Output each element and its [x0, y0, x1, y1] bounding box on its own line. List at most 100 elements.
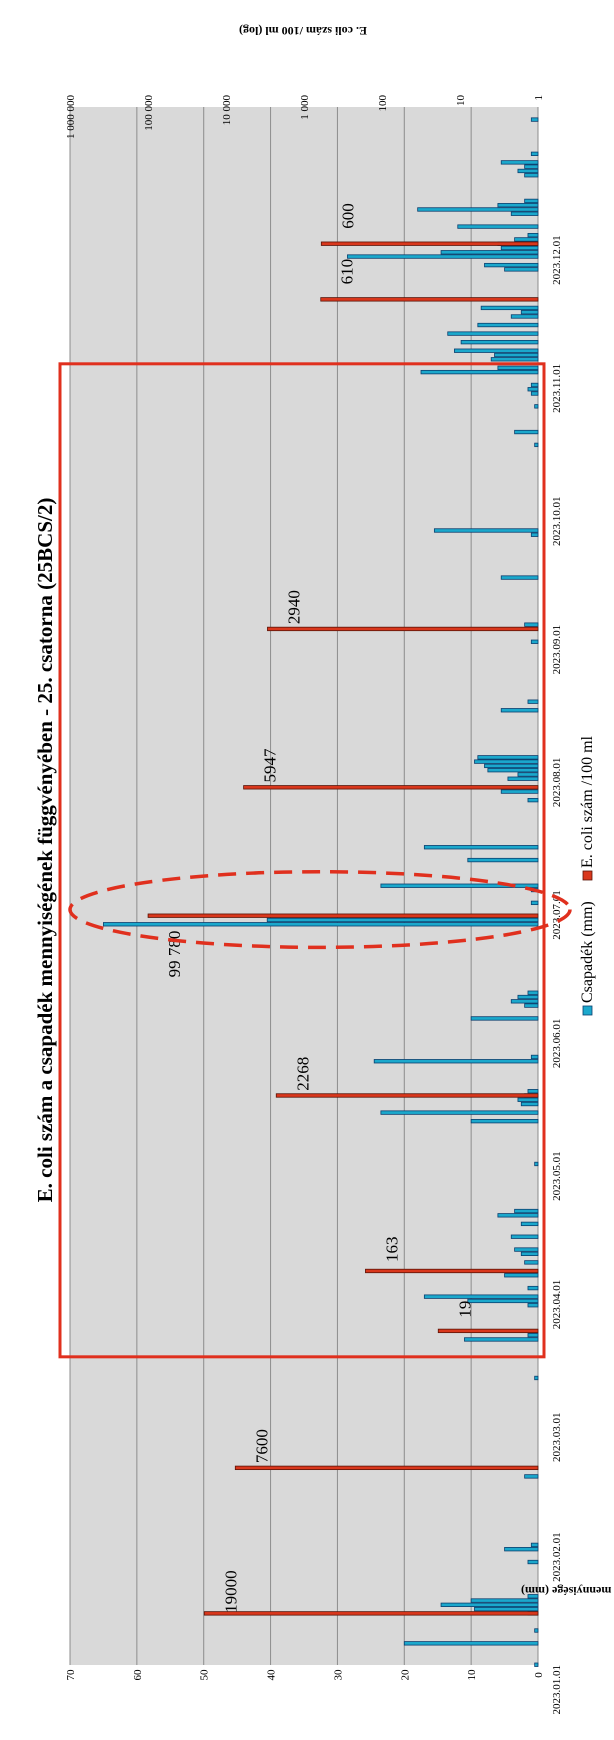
precipitation-bar	[507, 776, 539, 781]
precipitation-bar	[510, 211, 539, 216]
ecoli-value-label: 2268	[293, 1057, 312, 1091]
ecoli-value-label: 600	[338, 203, 357, 229]
left-axis-tick-label: 30	[332, 1669, 344, 1681]
date-tick-label: 2023.02.01	[551, 1532, 563, 1582]
date-tick-label: 2023.04.01	[551, 1280, 563, 1330]
highlights	[58, 362, 572, 1359]
ecoli-bar	[320, 297, 539, 302]
precipitation-bar	[510, 1234, 539, 1239]
precipitation-bar	[520, 310, 539, 315]
precipitation-bar	[524, 164, 539, 169]
precipitation-bar	[470, 1598, 539, 1603]
precipitation-bar	[527, 1559, 539, 1565]
precipitation-bar	[517, 772, 539, 777]
precipitation-bar	[467, 857, 539, 863]
highlight-ellipse	[68, 869, 572, 950]
precipitation-bar	[497, 1213, 539, 1218]
legend-swatch-ecoli	[582, 870, 593, 881]
precipitation-bar	[380, 1110, 539, 1115]
precipitation-bar	[524, 173, 539, 178]
precipitation-bar	[527, 797, 539, 803]
date-tick-label: 2023.11.01	[551, 364, 563, 413]
precipitation-bar	[530, 382, 539, 388]
right-axis-tick-label: 1 000 000	[65, 95, 77, 140]
ecoli-bar	[275, 1093, 539, 1098]
precipitation-bar	[530, 391, 539, 396]
left-axis-tick-label: 60	[132, 1669, 144, 1681]
precipitation-bar	[500, 160, 539, 165]
date-tick-label: 2023.07.01	[551, 890, 563, 940]
ecoli-value-label: 99 780	[165, 931, 184, 978]
precipitation-bar	[423, 845, 539, 850]
left-axis-tick-label: 50	[199, 1669, 211, 1681]
precipitation-bar	[527, 387, 539, 392]
ecoli-bar	[437, 1328, 539, 1334]
precipitation-bar	[494, 352, 539, 358]
precipitation-bar	[530, 1054, 539, 1060]
precipitation-bar	[103, 922, 539, 927]
precipitation-bar	[487, 768, 539, 773]
ecoli-value-label: 610	[338, 259, 357, 285]
precipitation-bar	[500, 575, 539, 580]
date-tick-label: 2023.01.01	[551, 1665, 563, 1715]
highlight-box	[58, 362, 546, 1359]
precipitation-bar	[504, 1273, 539, 1278]
date-tick-label: 2023.06.01	[551, 1019, 563, 1068]
precipitation-bar	[517, 168, 539, 174]
precipitation-bar	[484, 763, 539, 769]
ecoli-bar	[243, 785, 539, 790]
precipitation-bar	[514, 1208, 539, 1214]
right-axis-tick-label: 1	[533, 95, 545, 101]
ecoli-bar	[203, 1611, 539, 1616]
legend-swatch-precipitation	[582, 1005, 593, 1016]
precipitation-bar	[517, 1097, 539, 1102]
precipitation-bar	[514, 1247, 539, 1252]
date-tick-label: 2023.10.01	[551, 497, 563, 547]
right-axis-title: E. coli szám /100 ml (log)	[239, 24, 367, 38]
precipitation-bar	[504, 1547, 539, 1552]
precipitation-bar	[530, 639, 539, 644]
precipitation-bar	[490, 357, 539, 362]
precipitation-bar	[534, 1662, 539, 1667]
precipitation-bar	[500, 789, 539, 794]
precipitation-bar	[527, 1333, 539, 1338]
precipitation-bar	[527, 1089, 539, 1094]
precipitation-bar	[530, 532, 539, 537]
ecoli-value-label: 5947	[261, 748, 280, 783]
precipitation-bar	[534, 1161, 539, 1167]
precipitation-bar	[520, 1251, 539, 1256]
bars: 19000 7600 19 163 2268 99 780 5947 2940 610 600	[103, 117, 539, 1667]
precipitation-bar	[504, 267, 539, 272]
precipitation-bar	[527, 990, 539, 995]
legend-label-precipitation: Csapadék (mm)	[579, 901, 596, 1003]
precipitation-bar	[266, 917, 539, 923]
precipitation-bar	[524, 622, 539, 627]
precipitation-bar	[517, 994, 539, 1000]
precipitation-bar	[403, 1641, 539, 1646]
left-axis-tick-label: 70	[65, 1669, 77, 1681]
ecoli-value-label: 19000	[221, 1570, 240, 1613]
precipitation-bar	[484, 262, 539, 268]
left-axis-tick-label: 0	[533, 1672, 545, 1678]
date-tick-label: 2023.08.01	[551, 758, 563, 808]
left-axis-tick-label: 40	[266, 1669, 278, 1681]
precipitation-bar	[527, 1594, 539, 1599]
precipitation-bar	[477, 322, 539, 328]
precipitation-bar	[520, 1101, 539, 1107]
precipitation-bar	[420, 369, 539, 375]
precipitation-bar	[474, 1606, 539, 1612]
left-axis-tick-label: 20	[399, 1669, 411, 1681]
ecoli-bar	[365, 1268, 539, 1274]
precipitation-bar	[520, 1221, 539, 1227]
precipitation-bar	[467, 1298, 539, 1304]
precipitation-bar	[527, 1285, 539, 1291]
ecoli-value-label: 19	[455, 1301, 474, 1318]
ecoli-bar	[267, 626, 539, 632]
date-tick-label: 2023.09.01	[551, 625, 563, 675]
left-axis-tick-label: 10	[466, 1669, 478, 1681]
precipitation-bar	[510, 999, 539, 1004]
right-axis-tick-label: 1 000	[299, 95, 311, 120]
legend: Csapadék (mm) E. coli szám /100 ml	[579, 735, 596, 1016]
precipitation-bar	[464, 1337, 539, 1342]
